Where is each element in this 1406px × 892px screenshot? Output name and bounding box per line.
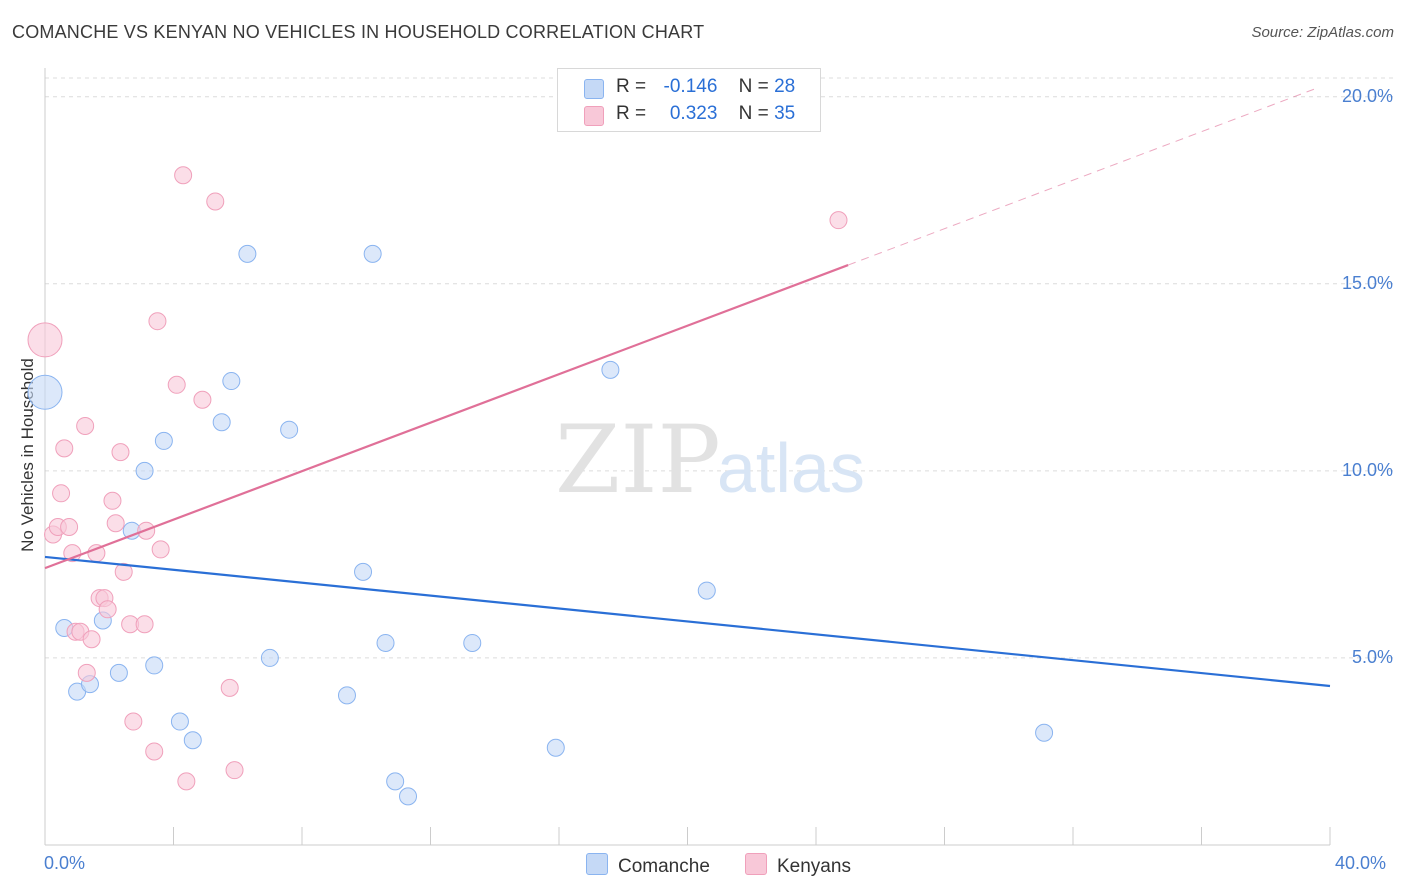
trend-line (44, 555, 1331, 688)
watermark: ZIP atlas (555, 406, 865, 515)
legend-n-label: N = (738, 76, 769, 97)
data-point (212, 413, 231, 432)
data-point (225, 761, 244, 780)
series-legend-kenyans[interactable]: Kenyans (745, 853, 851, 878)
data-point (145, 742, 164, 761)
series-name-kenyans: Kenyans (777, 856, 851, 877)
data-point (601, 360, 620, 379)
data-point (222, 372, 241, 391)
chart-source: Source: ZipAtlas.com (1251, 24, 1394, 41)
data-point (167, 375, 186, 394)
data-point (103, 491, 122, 510)
trend-line (44, 264, 849, 570)
axes (44, 68, 1331, 846)
legend-swatch-kenyans (584, 106, 604, 126)
data-point (52, 484, 71, 503)
data-point (193, 390, 212, 409)
legend-n-value: 35 (774, 103, 796, 124)
data-point (376, 633, 395, 652)
data-point (145, 656, 164, 675)
data-point (546, 738, 565, 757)
data-point (177, 772, 196, 791)
data-point (463, 633, 482, 652)
data-point (174, 166, 193, 185)
x-tick-max: 40.0% (1335, 853, 1387, 873)
legend-r-label: R = (616, 103, 647, 124)
data-point (354, 562, 373, 581)
gridlines (45, 77, 1394, 659)
data-point (114, 562, 133, 581)
y-tick-label: 15.0% (1341, 272, 1393, 293)
kenyans-points (27, 166, 848, 791)
data-point (1035, 723, 1054, 742)
data-point (55, 439, 74, 458)
data-point (337, 686, 356, 705)
data-point (135, 615, 154, 634)
series-legend-comanche[interactable]: Comanche (586, 853, 710, 878)
data-point (829, 211, 848, 230)
legend-r-label: R = (616, 76, 647, 97)
x-tick-min: 0.0% (44, 853, 86, 873)
data-point (154, 431, 173, 450)
data-point (135, 461, 154, 480)
data-point (111, 443, 130, 462)
data-point (386, 772, 405, 791)
stats-legend: R = -0.146 N = 28 R = 0.323 N = 35 (557, 68, 821, 132)
data-point (238, 244, 257, 263)
data-point (63, 544, 82, 563)
series-swatch-kenyans (745, 853, 767, 875)
legend-r-value: 0.323 (669, 103, 718, 124)
data-point (151, 540, 170, 559)
data-point (27, 374, 63, 410)
data-point (183, 731, 202, 750)
series-name-comanche: Comanche (618, 856, 710, 877)
y-tick-label: 20.0% (1341, 85, 1393, 106)
legend-n-label: N = (738, 103, 769, 124)
legend-r-value: -0.146 (663, 76, 718, 97)
data-point (148, 312, 167, 331)
data-point (60, 517, 79, 536)
data-point (106, 514, 125, 533)
y-tick-label: 10.0% (1341, 459, 1393, 480)
data-point (220, 678, 239, 697)
trend-lines (44, 88, 1331, 688)
data-point (27, 322, 63, 358)
series-swatch-comanche (586, 853, 608, 875)
data-point (82, 630, 101, 649)
data-point (109, 663, 128, 682)
data-point (76, 416, 95, 435)
chart-title: COMANCHE VS KENYAN NO VEHICLES IN HOUSEH… (12, 22, 705, 42)
legend-n-value: 28 (774, 76, 796, 97)
data-point (399, 787, 418, 806)
data-point (280, 420, 299, 439)
data-point (124, 712, 143, 731)
data-point (260, 648, 279, 667)
y-tick-label: 5.0% (1351, 646, 1393, 667)
watermark-atlas: atlas (717, 429, 865, 507)
trend-line-extension (847, 88, 1315, 266)
data-point (206, 192, 225, 211)
data-point (697, 581, 716, 600)
watermark-zip: ZIP (555, 406, 721, 515)
legend-swatch-comanche (584, 79, 604, 99)
data-point (170, 712, 189, 731)
data-point (77, 663, 96, 682)
data-point (98, 600, 117, 619)
comanche-points (27, 244, 1054, 806)
data-point (363, 244, 382, 263)
